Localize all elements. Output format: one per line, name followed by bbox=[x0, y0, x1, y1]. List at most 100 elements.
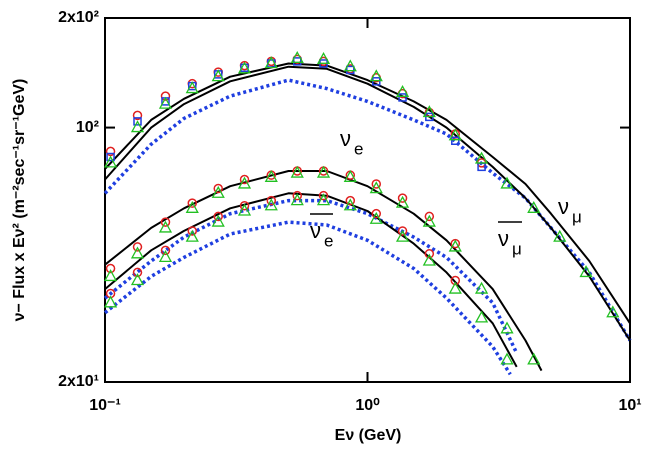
marker bbox=[553, 229, 567, 242]
annotation-text: ν bbox=[498, 226, 509, 251]
annotation-sub: e bbox=[354, 139, 363, 158]
curve bbox=[103, 198, 519, 354]
marker bbox=[398, 93, 407, 102]
marker bbox=[424, 249, 435, 259]
marker bbox=[103, 269, 118, 282]
marker bbox=[237, 203, 252, 216]
marker bbox=[132, 110, 143, 121]
annotation-sub: μ bbox=[572, 207, 582, 226]
marker bbox=[500, 321, 514, 334]
marker bbox=[211, 185, 225, 198]
marker bbox=[422, 253, 436, 266]
marker bbox=[422, 105, 436, 118]
marker bbox=[316, 165, 331, 178]
marker bbox=[369, 211, 383, 224]
marker bbox=[160, 217, 171, 227]
marker bbox=[105, 146, 116, 157]
annotation-sub: μ bbox=[512, 239, 522, 258]
marker bbox=[346, 65, 355, 75]
y-tick-label: 2x10² bbox=[58, 9, 99, 26]
marker bbox=[343, 198, 357, 211]
marker bbox=[318, 190, 329, 201]
marker bbox=[160, 245, 171, 256]
marker bbox=[448, 128, 462, 141]
marker bbox=[293, 57, 302, 66]
marker bbox=[187, 226, 198, 236]
marker bbox=[371, 179, 382, 189]
marker bbox=[343, 59, 357, 72]
marker bbox=[448, 239, 462, 252]
marker bbox=[395, 195, 410, 208]
marker bbox=[213, 183, 223, 194]
marker bbox=[474, 151, 489, 164]
marker bbox=[369, 69, 383, 82]
marker bbox=[395, 229, 410, 242]
marker bbox=[316, 193, 331, 206]
marker bbox=[450, 275, 461, 286]
marker bbox=[160, 91, 171, 101]
marker bbox=[422, 214, 436, 227]
marker bbox=[158, 250, 173, 263]
x-tick-label: 10¹ bbox=[618, 397, 641, 414]
y-axis-label: ν− Flux x Eν² (m⁻²sec⁻¹sr⁻¹GeV) bbox=[11, 79, 28, 322]
marker bbox=[211, 214, 225, 227]
x-tick-label: 10⁻¹ bbox=[89, 397, 121, 414]
marker bbox=[103, 295, 118, 308]
marker bbox=[187, 198, 198, 208]
marker bbox=[211, 69, 225, 82]
marker bbox=[527, 200, 541, 213]
marker bbox=[474, 310, 489, 323]
marker bbox=[369, 181, 383, 194]
marker bbox=[103, 155, 118, 168]
marker bbox=[237, 176, 252, 189]
annotation-text: ν bbox=[340, 126, 351, 151]
marker bbox=[290, 193, 304, 206]
annotation-text: ν bbox=[558, 194, 569, 219]
curve bbox=[103, 220, 512, 376]
marker bbox=[266, 195, 277, 206]
curve bbox=[104, 62, 631, 324]
x-tick-label: 10⁰ bbox=[355, 397, 380, 414]
marker bbox=[130, 273, 145, 286]
marker bbox=[264, 169, 278, 182]
x-axis-label: Eν (GeV) bbox=[335, 427, 402, 444]
marker bbox=[185, 229, 199, 242]
marker bbox=[397, 193, 408, 203]
marker bbox=[451, 136, 460, 146]
marker bbox=[133, 117, 142, 126]
marker bbox=[290, 50, 304, 63]
marker bbox=[185, 81, 199, 94]
marker bbox=[290, 165, 304, 178]
marker bbox=[158, 220, 173, 233]
marker bbox=[371, 208, 382, 219]
marker bbox=[105, 263, 116, 274]
marker bbox=[343, 169, 357, 182]
marker bbox=[500, 176, 514, 189]
marker bbox=[239, 174, 250, 185]
plot-frame bbox=[104, 17, 631, 383]
plot-area bbox=[103, 50, 632, 376]
marker bbox=[213, 211, 223, 222]
y-tick-label: 2x10¹ bbox=[58, 373, 99, 390]
marker bbox=[424, 211, 435, 222]
marker bbox=[474, 281, 489, 294]
annotation: ν e ν e ν μ ν μ bbox=[310, 126, 582, 258]
marker bbox=[158, 96, 173, 109]
annotation-text: ν bbox=[310, 218, 321, 243]
marker bbox=[132, 267, 143, 278]
marker bbox=[316, 51, 331, 64]
marker bbox=[264, 56, 278, 69]
marker bbox=[130, 120, 145, 133]
marker bbox=[395, 84, 410, 97]
marker bbox=[240, 63, 249, 73]
curve bbox=[104, 65, 631, 342]
marker bbox=[237, 61, 252, 74]
marker bbox=[397, 226, 408, 236]
marker bbox=[606, 305, 620, 318]
marker bbox=[448, 281, 462, 294]
marker bbox=[106, 152, 115, 162]
y-tick-label: 10² bbox=[76, 119, 99, 136]
marker bbox=[500, 352, 514, 365]
marker bbox=[132, 242, 143, 252]
